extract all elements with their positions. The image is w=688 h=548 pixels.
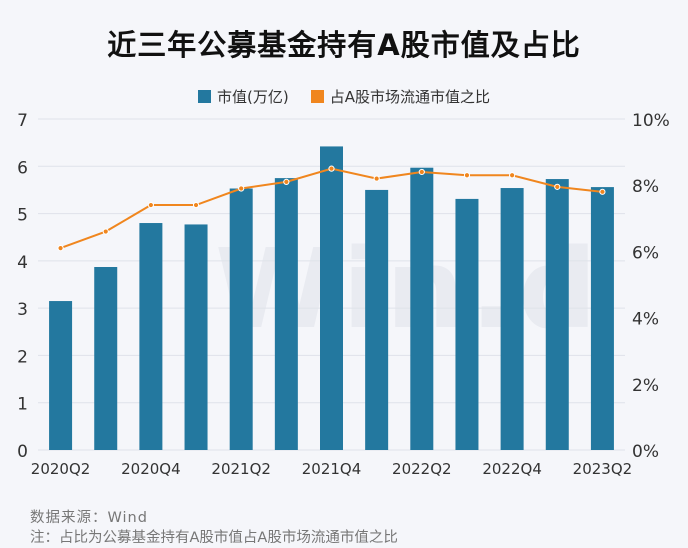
legend-label-bar: 市值(万亿)	[217, 88, 289, 106]
y-left-tick-label: 6	[17, 158, 28, 178]
bar	[410, 167, 434, 450]
line-point	[554, 183, 561, 190]
x-tick-label: 2022Q2	[392, 460, 452, 478]
bar	[500, 188, 524, 450]
bar	[94, 267, 118, 450]
y-right-tick-label: 8%	[632, 177, 659, 197]
x-tick-label: 2023Q2	[573, 460, 633, 478]
bar	[184, 224, 208, 450]
chart-title: 近三年公募基金持有A股市值及占比	[107, 28, 581, 62]
footer-source: 数据来源：Wind	[30, 510, 148, 526]
line-point	[328, 165, 335, 172]
x-tick-label: 2020Q2	[31, 460, 91, 478]
line-point	[463, 172, 471, 179]
line-point	[57, 244, 64, 252]
line-point	[283, 178, 290, 185]
legend-swatch-line	[310, 90, 324, 103]
bar	[590, 187, 614, 450]
line-point	[599, 188, 606, 195]
line-point	[147, 201, 154, 209]
bar	[455, 198, 479, 450]
legend-swatch-bar	[198, 90, 211, 103]
bar	[139, 223, 163, 450]
x-tick-label: 2021Q4	[302, 460, 362, 478]
y-left-tick-label: 4	[17, 253, 28, 273]
footer-note: 注：占比为公募基金持有A股市值占A股市场流通市值之比	[30, 530, 398, 546]
y-left-tick-label: 2	[17, 347, 28, 367]
y-left-tick-label: 0	[17, 442, 28, 462]
x-tick-label: 2022Q4	[482, 460, 542, 478]
bar	[274, 178, 298, 450]
x-tick-label: 2020Q4	[121, 460, 181, 478]
line-point	[102, 228, 109, 235]
legend-label-line: 占A股市场流通市值之比	[329, 88, 490, 106]
y-right-tick-label: 6%	[632, 243, 659, 263]
y-right-tick-label: 0%	[632, 442, 659, 462]
legend-item-line: 占A股市场流通市值之比	[310, 86, 490, 107]
y-left-tick-label: 7	[17, 111, 28, 131]
line-point	[192, 201, 200, 209]
bar	[49, 301, 73, 450]
line-point	[373, 175, 380, 182]
line-point	[238, 185, 245, 192]
y-right-tick-label: 2%	[632, 376, 659, 396]
x-tick-label: 2021Q2	[211, 460, 271, 478]
line-point	[418, 168, 425, 176]
y-right-tick-label: 4%	[632, 310, 659, 330]
y-right-tick-label: 10%	[632, 111, 670, 131]
y-left-tick-label: 5	[17, 206, 28, 226]
y-left-tick-label: 1	[17, 395, 28, 415]
legend-item-bar: 市值(万亿)	[198, 86, 289, 107]
bar	[229, 188, 253, 450]
bar	[545, 179, 569, 450]
y-left-tick-label: 3	[17, 300, 28, 320]
bar	[365, 189, 389, 450]
legend: 市值(万亿) 占A股市场流通市值之比	[0, 86, 688, 107]
bar	[320, 146, 343, 450]
line-point	[509, 172, 516, 179]
